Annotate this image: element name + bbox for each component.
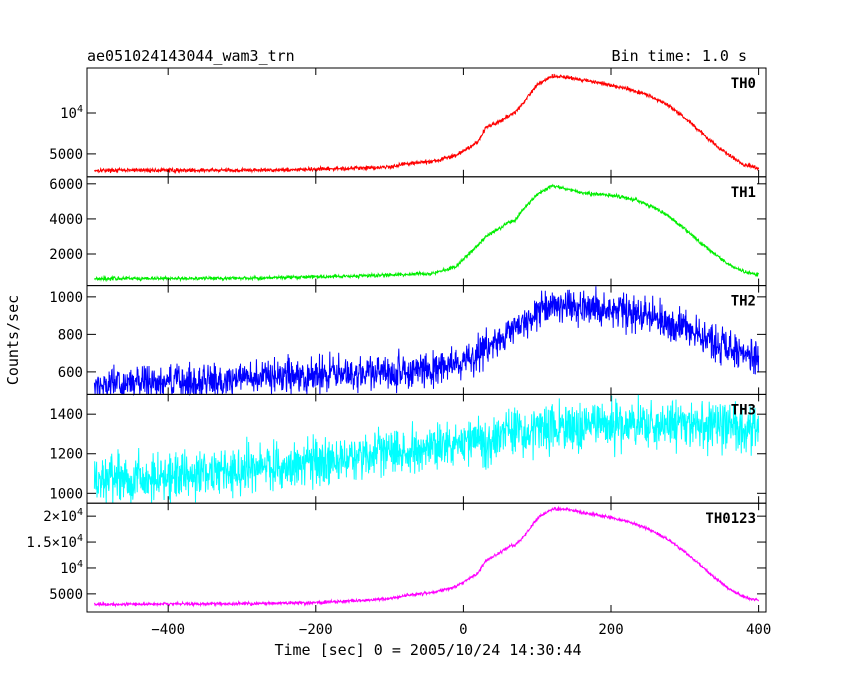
y-tick-label: 1000 — [49, 290, 83, 306]
panel-label: TH0123 — [705, 511, 756, 527]
x-tick-label: −400 — [151, 622, 185, 638]
x-tick-label: 200 — [598, 622, 623, 638]
series-line-th1 — [93, 183, 760, 283]
x-axis-label: Time [sec] 0 = 2005/10/24 14:30:44 — [274, 641, 581, 659]
series-line-th3 — [93, 394, 760, 504]
y-tick-label: 104 — [60, 559, 83, 577]
x-tick-label: −200 — [299, 622, 333, 638]
x-tick-label: 400 — [746, 622, 771, 638]
y-tick-label: 2×104 — [43, 507, 83, 525]
y-tick-label: 4000 — [49, 212, 83, 228]
panel-label: TH2 — [731, 294, 756, 310]
panel-frame — [86, 67, 767, 178]
y-tick-label: 104 — [60, 104, 83, 122]
bin-time-label: Bin time: 1.0 s — [612, 47, 747, 65]
panel-frame — [86, 176, 767, 287]
panel-th1: 2000 4000 6000 TH1 — [49, 176, 767, 287]
y-tick-label: 800 — [58, 327, 83, 343]
panel-label: TH0 — [731, 76, 756, 92]
panel-th3: 1000 1200 1400 TH3 — [49, 393, 767, 504]
panel-th2: 600 800 1000 TH2 — [49, 285, 767, 397]
y-axis-label: Counts/sec — [4, 295, 22, 385]
panel-label: TH3 — [731, 402, 756, 418]
y-tick-label: 1200 — [49, 447, 83, 463]
x-tick-label: 0 — [459, 622, 467, 638]
chart-title: ae051024143044_wam3_trn — [87, 47, 295, 65]
series-line-th0123 — [93, 505, 760, 608]
y-tick-label: 5000 — [49, 147, 83, 163]
y-tick-label: 2000 — [49, 247, 83, 263]
panel-th0123: 5000 104 1.5×104 2×104 TH0123 — [26, 502, 767, 613]
y-tick-label: 1400 — [49, 407, 83, 423]
panel-frame — [86, 502, 767, 613]
y-tick-label: 6000 — [49, 177, 83, 193]
y-tick-label: 600 — [58, 365, 83, 381]
series-line-th2 — [93, 286, 760, 397]
y-tick-label: 1.5×104 — [26, 533, 83, 551]
panel-th0: 5000 104 TH0 — [49, 67, 767, 178]
panel-label: TH1 — [731, 185, 756, 201]
y-tick-label: 1000 — [49, 486, 83, 502]
series-line-th0 — [94, 73, 760, 175]
y-tick-label: 5000 — [49, 587, 83, 603]
